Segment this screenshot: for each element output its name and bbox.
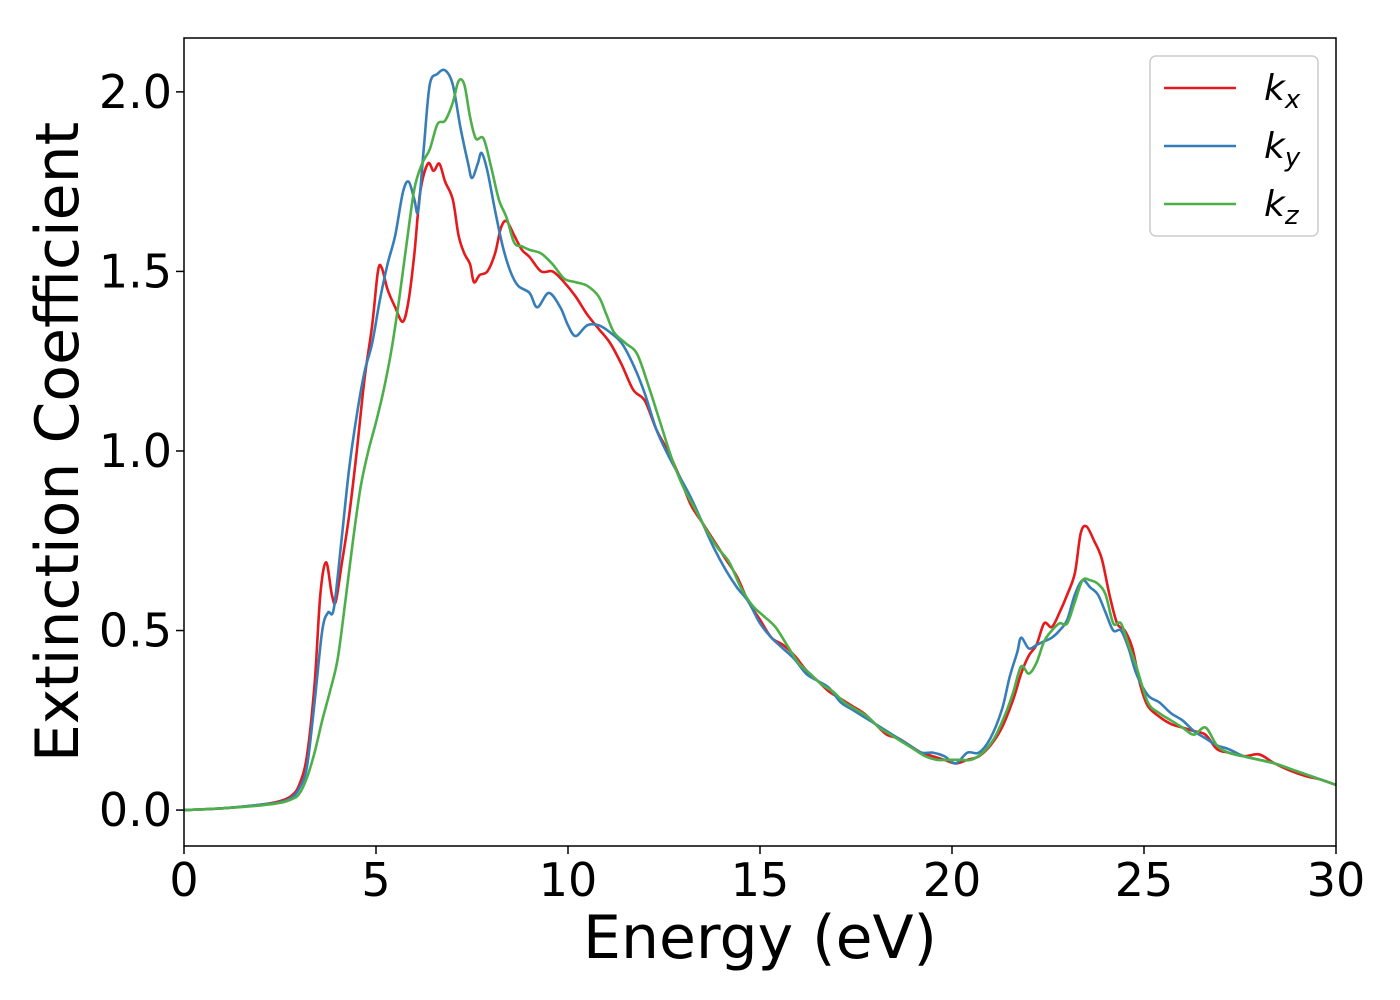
y-tick-label: 1.5 [99,244,172,298]
series-line-x [183,161,1337,812]
x-axis-title: Energy (eV) [583,903,937,973]
legend-label-y: ky [1264,126,1301,173]
x-tick-label: 15 [731,853,790,907]
plot-lines [183,68,1337,812]
legend-label-x: kx [1264,68,1301,115]
legend: kx ky kz [1149,55,1319,237]
x-axis: 0 5 10 15 20 25 30 [169,846,1365,907]
y-tick-label: 1.0 [99,424,172,478]
y-axis: 0.0 0.5 1.0 1.5 2.0 [99,65,184,837]
series-line-z [183,78,1337,812]
series-line-y [183,68,1337,812]
y-tick-label: 2.0 [99,65,172,119]
x-tick-label: 10 [539,853,598,907]
y-tick-label: 0.0 [99,783,172,837]
y-tick-label: 0.5 [99,604,172,658]
x-tick-label: 0 [169,853,198,907]
x-tick-label: 30 [1307,853,1366,907]
x-tick-label: 25 [1115,853,1174,907]
y-axis-title: Extinction Coefficient [23,122,93,762]
x-tick-label: 5 [361,853,390,907]
x-tick-label: 20 [923,853,982,907]
legend-label-z: kz [1264,184,1300,231]
